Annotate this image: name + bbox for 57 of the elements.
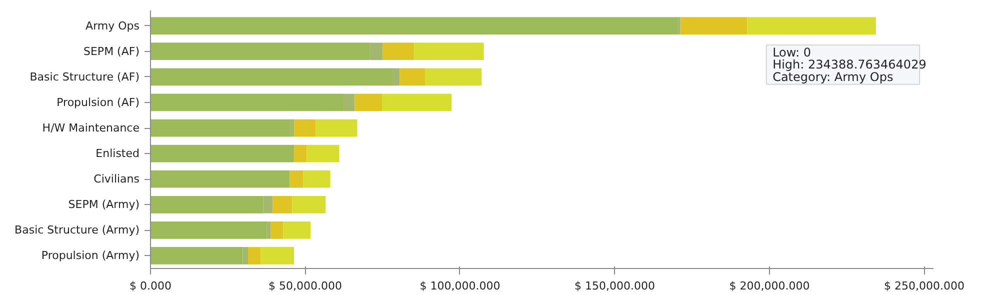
bar [150, 42, 370, 60]
bar [150, 247, 243, 264]
y-tick-label: Propulsion (Army) [41, 249, 140, 262]
bar [303, 170, 330, 188]
bar [354, 94, 382, 112]
y-tick-label: Basic Structure (AF) [30, 70, 140, 84]
bar [294, 144, 307, 162]
bar [343, 94, 355, 112]
bar [150, 68, 393, 86]
bar [272, 196, 292, 214]
bar [678, 17, 680, 35]
bar [392, 68, 400, 86]
bar [150, 144, 294, 162]
bar [316, 119, 358, 137]
annotation: Category: Army Ops [772, 70, 894, 84]
bar [248, 247, 261, 264]
bar [294, 119, 316, 137]
bar [306, 144, 340, 162]
bar [150, 196, 264, 214]
bar [266, 222, 271, 239]
x-tick-label: $ 0.000 [130, 280, 172, 292]
bar [290, 119, 294, 137]
x-tick-label: $ 200,000.000 [729, 280, 810, 292]
y-tick-label: SEPM (AF) [84, 44, 140, 58]
x-tick-label: $ 100,000.000 [420, 280, 500, 292]
bar [150, 17, 678, 35]
y-tick-label: Basic Structure (Army) [14, 224, 140, 237]
bar [382, 94, 452, 112]
bar [747, 17, 876, 35]
bar [283, 222, 311, 239]
bar [382, 42, 414, 60]
y-tick-label: Civilians [94, 172, 140, 186]
bar [290, 170, 304, 188]
x-tick-label: $ 150,000.000 [574, 280, 655, 292]
y-tick-label: Propulsion (AF) [56, 96, 140, 109]
bar [425, 68, 482, 86]
bar [150, 170, 290, 188]
x-tick-label: $ 250,000.000 [884, 280, 964, 292]
annotation: Low: 0 [772, 45, 812, 60]
bar [242, 247, 248, 264]
bar [680, 17, 748, 35]
y-tick-label: H/W Maintenance [42, 122, 140, 135]
bar [400, 68, 426, 86]
y-tick-label: Army Ops [86, 19, 140, 32]
bar [370, 42, 383, 60]
x-tick-label: $ 50,000.000 [268, 280, 342, 292]
annotation: High: 234388.763464029 [772, 58, 926, 72]
bar [263, 196, 272, 214]
bar [270, 222, 284, 239]
y-tick-label: SEPM (Army) [68, 198, 140, 212]
bar [292, 196, 326, 214]
bar [150, 119, 290, 137]
bar [414, 42, 484, 60]
bar [150, 94, 343, 112]
bar [260, 247, 294, 264]
bar [150, 222, 267, 239]
y-tick-label: Enlisted [96, 147, 140, 160]
